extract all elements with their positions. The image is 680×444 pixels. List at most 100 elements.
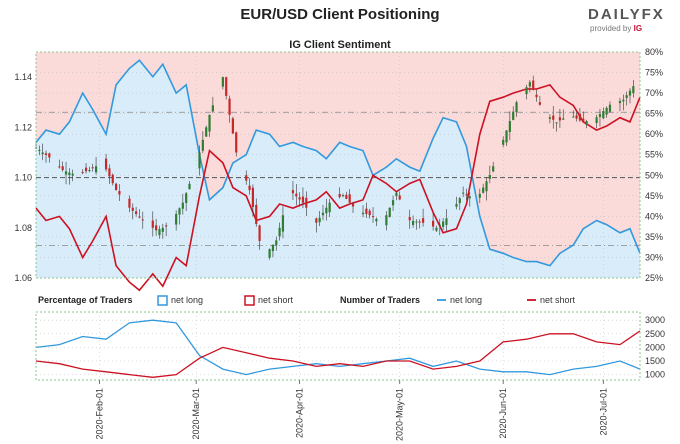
candle-body bbox=[462, 192, 465, 194]
candle-body bbox=[578, 114, 582, 121]
left-axis-tick-label: 1.06 bbox=[14, 273, 32, 283]
candle-body bbox=[201, 139, 204, 151]
candle-body bbox=[131, 207, 134, 211]
candle-body bbox=[161, 227, 164, 232]
candle-body bbox=[341, 195, 345, 197]
candle-body bbox=[228, 98, 231, 115]
candle-body bbox=[418, 221, 421, 223]
candle-body bbox=[275, 240, 278, 246]
net-long-line bbox=[35, 59, 641, 267]
candle-body bbox=[298, 197, 301, 200]
candle-body bbox=[271, 244, 275, 252]
legend-num-long-label: net long bbox=[450, 295, 482, 305]
right-axis-tick-label: 40% bbox=[645, 211, 663, 221]
left-axis-tick-label: 1.12 bbox=[14, 122, 32, 132]
legend: Percentage of Traders net long net short Nu… bbox=[38, 295, 576, 306]
candle-body bbox=[625, 95, 628, 98]
candle-body bbox=[632, 86, 635, 94]
candle-body bbox=[465, 194, 468, 196]
candle-body bbox=[485, 181, 488, 192]
candle-body bbox=[492, 166, 495, 172]
candle-body bbox=[532, 80, 535, 90]
candlesticks bbox=[34, 75, 635, 260]
legend-percentage-label: Percentage of Traders bbox=[38, 295, 133, 305]
candle-body bbox=[438, 224, 441, 226]
candle-body bbox=[468, 196, 471, 199]
candle-body bbox=[185, 193, 188, 203]
candle-body bbox=[151, 220, 154, 228]
candle-body bbox=[371, 216, 375, 218]
candle-body bbox=[548, 117, 552, 119]
candle-body bbox=[562, 118, 565, 120]
candle-body bbox=[295, 193, 298, 197]
candle-body bbox=[135, 211, 138, 214]
candle-body bbox=[515, 102, 518, 113]
traders-y-tick-label: 1000 bbox=[645, 370, 665, 380]
candle-body bbox=[225, 77, 228, 96]
candle-body bbox=[211, 105, 214, 112]
candle-body bbox=[188, 183, 191, 190]
candle-body bbox=[71, 173, 74, 176]
net-short-line bbox=[35, 83, 641, 292]
candle-body bbox=[528, 82, 531, 87]
candle-body bbox=[321, 212, 325, 216]
candle-body bbox=[235, 132, 238, 153]
candle-body bbox=[385, 215, 388, 226]
candle-body bbox=[482, 187, 485, 193]
net-long-area bbox=[36, 60, 640, 279]
candle-body bbox=[248, 185, 251, 191]
candle-body bbox=[628, 90, 632, 96]
candle-body bbox=[58, 166, 61, 168]
candle-body bbox=[351, 203, 355, 207]
right-axis-tick-label: 65% bbox=[645, 109, 663, 119]
candle-body bbox=[158, 229, 161, 236]
candle-body bbox=[38, 149, 41, 151]
candle-body bbox=[368, 210, 371, 216]
candle-body bbox=[598, 114, 602, 117]
candle-body bbox=[61, 166, 64, 171]
candle-body bbox=[181, 202, 184, 209]
candle-body bbox=[535, 94, 538, 98]
x-tick-label: 2020-Apr-01 bbox=[295, 388, 305, 438]
candle-body bbox=[415, 221, 418, 223]
candle-body bbox=[44, 153, 48, 155]
candle-body bbox=[141, 219, 144, 221]
candle-body bbox=[445, 218, 448, 225]
candle-body bbox=[622, 99, 625, 102]
candle-body bbox=[155, 225, 158, 231]
candle-body bbox=[361, 212, 365, 215]
candle-body bbox=[388, 207, 391, 217]
candle-body bbox=[502, 139, 505, 145]
candle-body bbox=[165, 225, 168, 227]
candle-body bbox=[245, 175, 248, 181]
candle-body bbox=[68, 172, 71, 176]
candle-body bbox=[221, 77, 224, 87]
candle-body bbox=[281, 215, 285, 232]
right-axis-tick-label: 70% bbox=[645, 88, 663, 98]
candle-body bbox=[345, 194, 348, 199]
candle-body bbox=[442, 221, 445, 227]
candle-body bbox=[455, 203, 458, 207]
candle-body bbox=[255, 204, 258, 225]
x-tick-label: 2020-Feb-01 bbox=[94, 388, 104, 440]
candle-body bbox=[318, 217, 321, 223]
candle-body bbox=[104, 158, 108, 170]
page-title: EUR/USD Client Positioning bbox=[240, 6, 440, 23]
candle-body bbox=[582, 118, 585, 123]
candle-body bbox=[398, 195, 401, 200]
candle-body bbox=[301, 196, 305, 203]
traders-chart: 1000 1500 2000 2500 3000 2020-Feb-01 2020-Mar-… bbox=[35, 311, 665, 441]
candle-body bbox=[538, 102, 541, 105]
candle-body bbox=[508, 121, 511, 133]
candle-body bbox=[365, 208, 368, 214]
candle-body bbox=[41, 152, 44, 155]
traders-plot-background bbox=[36, 312, 640, 380]
candle-body bbox=[205, 127, 208, 137]
traders-net-short-line bbox=[35, 330, 641, 378]
candle-body bbox=[338, 193, 341, 198]
candle-body bbox=[64, 171, 68, 175]
candle-body bbox=[291, 190, 295, 194]
traders-y-tick-label: 2000 bbox=[645, 342, 665, 352]
candle-body bbox=[278, 227, 281, 237]
